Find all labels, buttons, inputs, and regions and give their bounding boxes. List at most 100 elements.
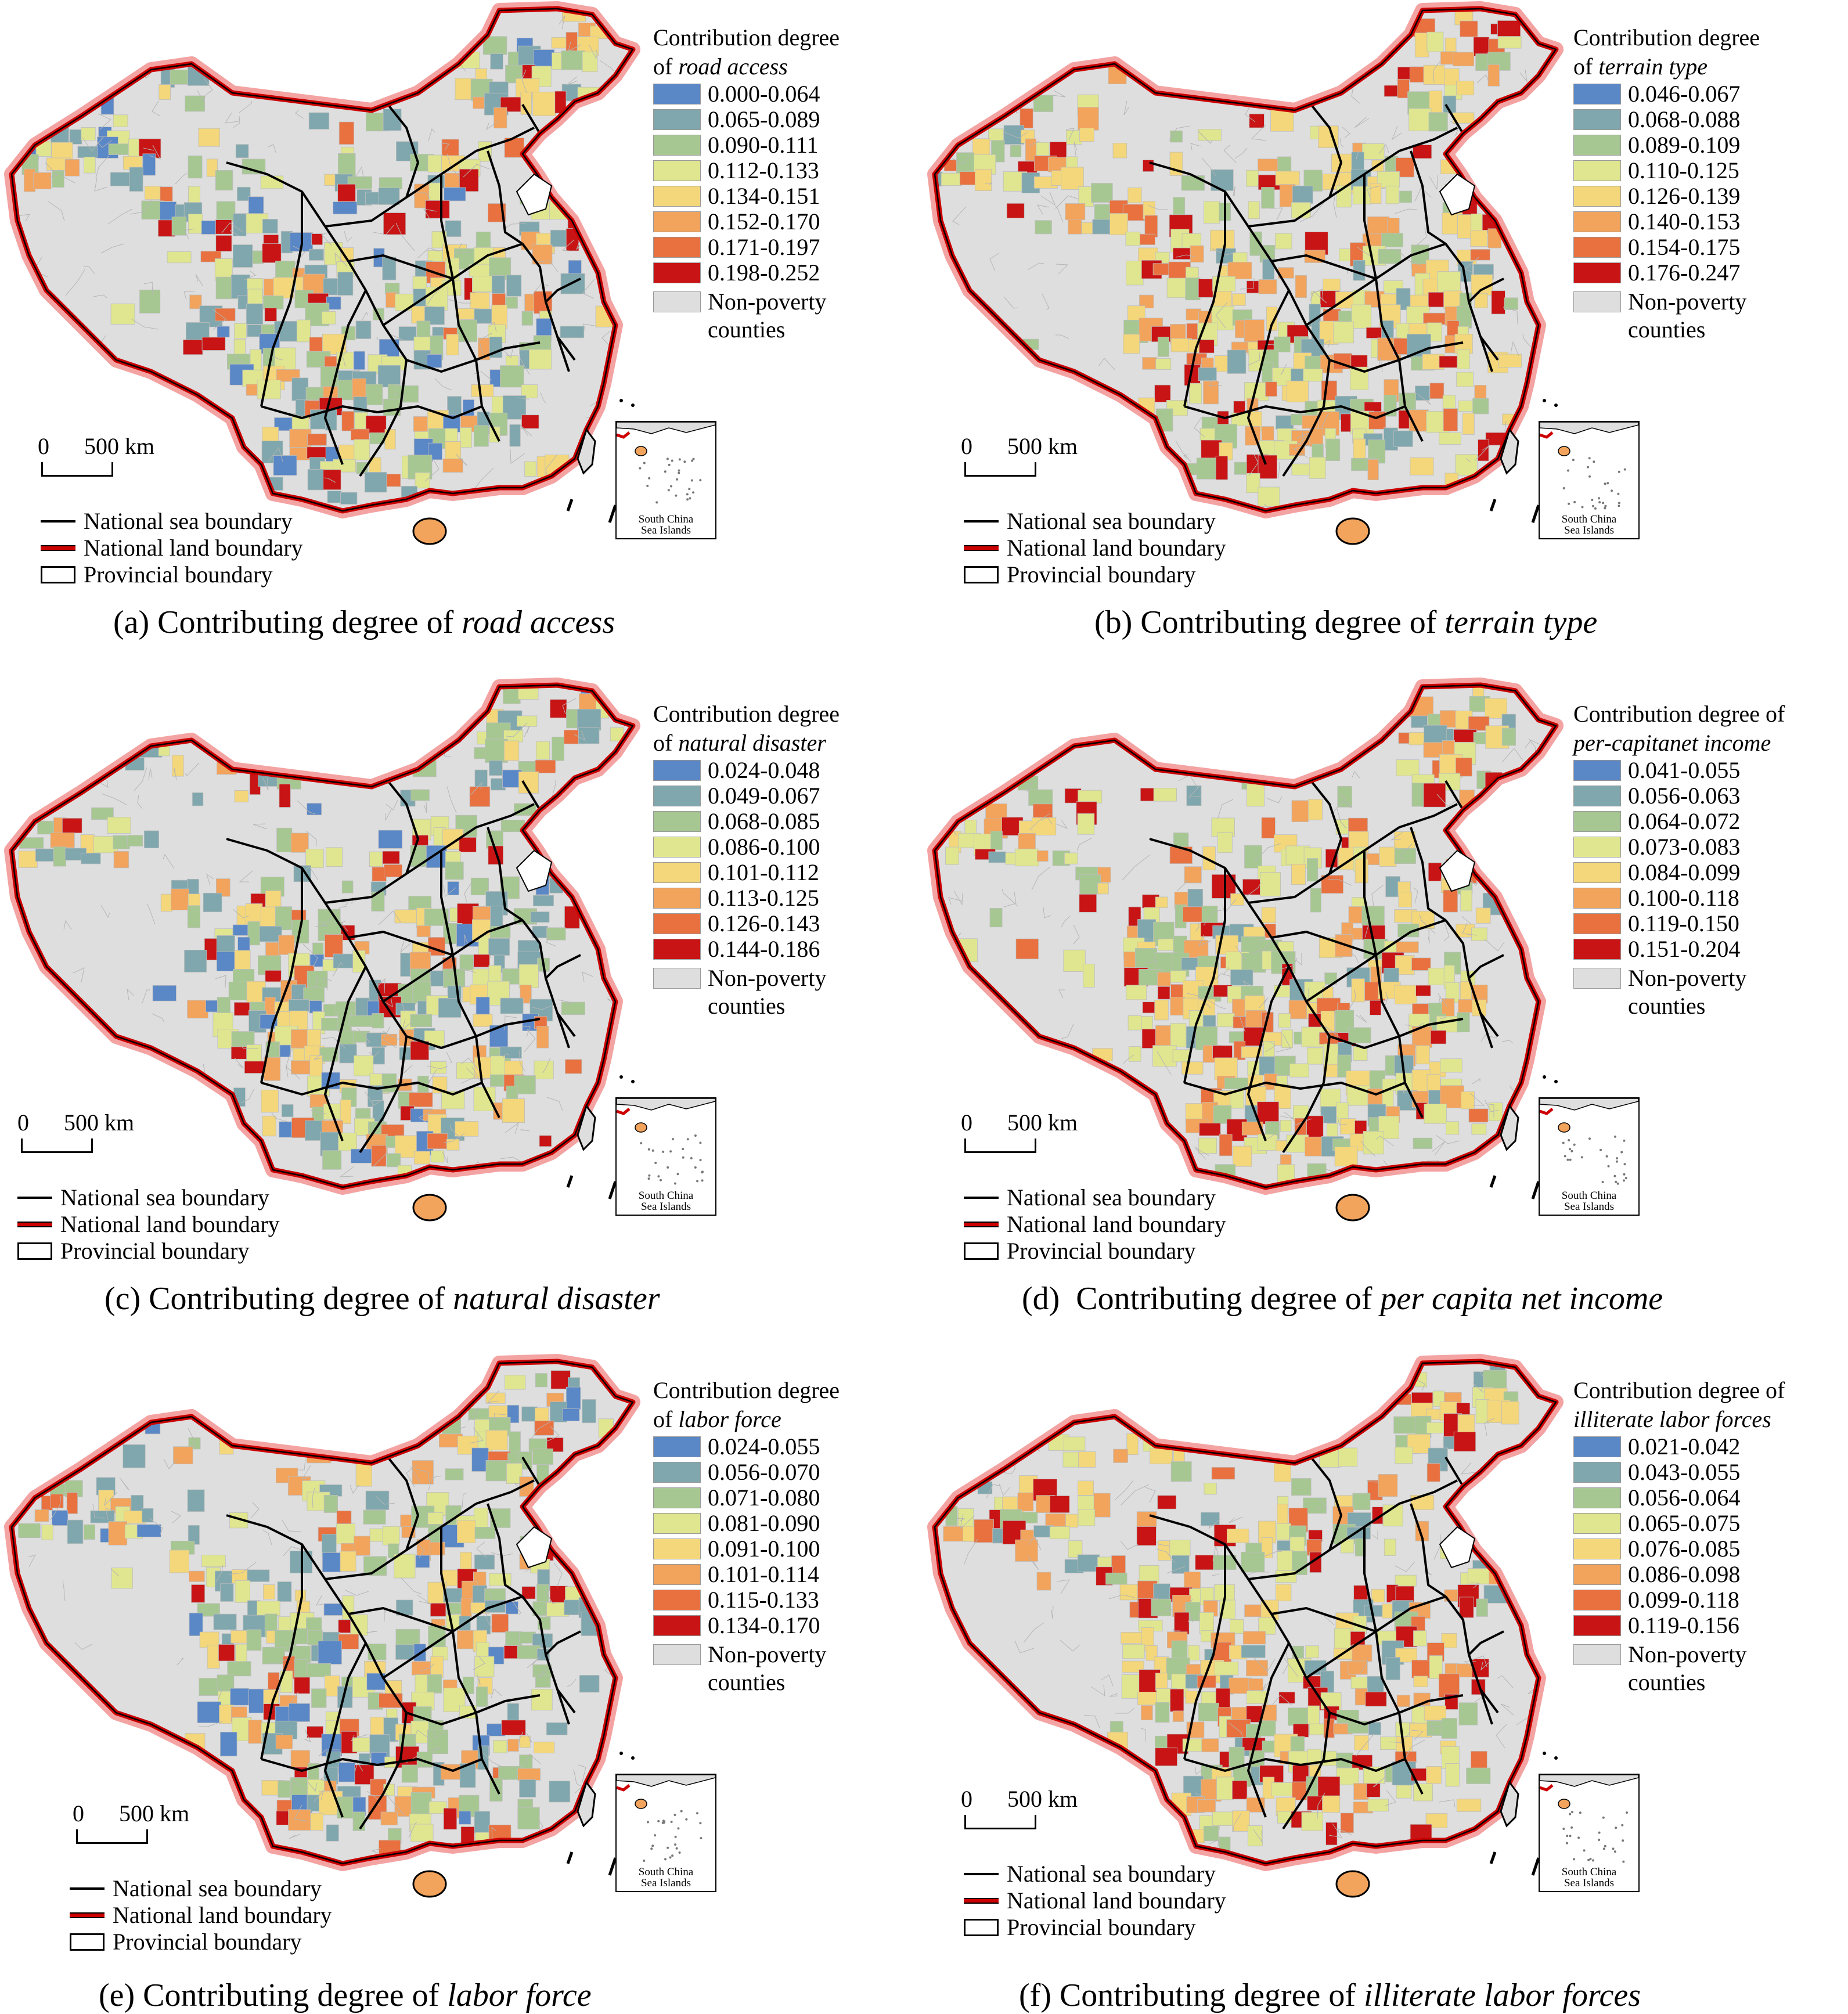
- legend: Contribution degree of road access 0.000-…: [653, 23, 840, 344]
- inset-island: [1602, 1847, 1605, 1850]
- county-cell: [535, 1407, 549, 1423]
- county-cell: [1364, 1605, 1385, 1617]
- county-border: [50, 1496, 62, 1521]
- county-cell: [111, 1567, 133, 1589]
- county-border: [244, 1405, 262, 1419]
- county-cell: [372, 1100, 384, 1122]
- legend-item: 0.065-0.075: [1573, 1511, 1785, 1536]
- county-border: [383, 1031, 401, 1040]
- legend-range-label: 0.126-0.139: [1628, 183, 1741, 209]
- county-border: [1156, 1548, 1176, 1563]
- national-land-boundary-core: [10, 1360, 634, 1865]
- county-border: [386, 799, 398, 810]
- inset-island: [682, 1156, 685, 1159]
- county-cell: [110, 303, 135, 325]
- county-border: [591, 1568, 600, 1580]
- county-cell: [81, 127, 96, 141]
- south-china-sea-inset: South China Sea Islands: [1539, 1774, 1640, 1892]
- caption-variable: illiterate labor forces: [1364, 1977, 1641, 2013]
- inset-island: [674, 1843, 677, 1846]
- map-panel-f: Contribution degree of illiterate labor …: [923, 1353, 1829, 2013]
- county-border: [557, 999, 573, 1006]
- county-cell: [237, 186, 251, 201]
- county-border: [464, 881, 473, 903]
- county-cell: [309, 248, 324, 261]
- county-border: [217, 1366, 232, 1372]
- inset-island: [667, 1166, 669, 1169]
- county-border: [408, 1822, 417, 1838]
- inset-island: [680, 1810, 683, 1813]
- county-cell: [427, 1730, 449, 1754]
- county-cell: [459, 1811, 471, 1825]
- county-cell: [1395, 1575, 1417, 1587]
- china-map: [927, 1354, 1581, 1898]
- county-border: [46, 1830, 52, 1843]
- county-cell: [1241, 1645, 1266, 1658]
- inset-island: [1588, 1137, 1591, 1140]
- county-border: [262, 777, 269, 791]
- county-cell: [1355, 859, 1368, 884]
- inset-island: [643, 462, 646, 464]
- inset-island: [1601, 1181, 1604, 1183]
- county-border: [1083, 1080, 1101, 1108]
- inset-island: [1598, 1831, 1601, 1834]
- county-cell: [1215, 456, 1229, 480]
- inset-island: [639, 467, 642, 470]
- county-cell: [482, 36, 507, 55]
- legend-swatch: [1573, 135, 1621, 156]
- inset-island: [1624, 1177, 1627, 1180]
- taiwan-island: [577, 1104, 596, 1151]
- county-cell: [291, 377, 309, 401]
- legend-swatch: [1573, 939, 1621, 960]
- county-border: [1042, 293, 1050, 310]
- legend-item: 0.101-0.112: [653, 860, 840, 885]
- island-dot: [1554, 1756, 1558, 1760]
- inset-island: [1588, 457, 1591, 460]
- county-cell: [172, 1446, 193, 1464]
- county-border: [197, 90, 206, 102]
- county-cell: [281, 1104, 294, 1118]
- county-border: [221, 1390, 233, 1402]
- inset-label: South China Sea Islands: [638, 513, 694, 536]
- inset-island: [669, 1856, 672, 1859]
- legend-item: 0.086-0.098: [1573, 1562, 1785, 1587]
- caption-prefix: (d) Contributing degree of: [1022, 1281, 1381, 1317]
- county-cell: [307, 469, 324, 491]
- county-border: [230, 230, 239, 236]
- inset-island: [678, 1851, 681, 1854]
- county-border: [310, 1109, 327, 1114]
- county-cell: [378, 830, 403, 849]
- legend-swatch: [1573, 160, 1621, 181]
- county-cell: [1010, 145, 1022, 157]
- county-cell: [1157, 1495, 1177, 1509]
- legend-swatch: [653, 811, 701, 832]
- county-cell: [1442, 740, 1455, 757]
- county-cell: [409, 1092, 433, 1107]
- county-border: [517, 397, 529, 400]
- scale-bar: 0 500 km: [961, 433, 1078, 477]
- county-border: [323, 977, 333, 990]
- county-border: [1096, 488, 1104, 510]
- county-border: [527, 1656, 541, 1669]
- county-border: [30, 1695, 37, 1707]
- county-cell: [383, 109, 402, 131]
- county-cell: [1242, 1631, 1266, 1645]
- county-cell: [218, 1644, 235, 1662]
- county-cell: [1270, 109, 1294, 132]
- county-cell: [350, 1015, 374, 1027]
- provincial-boundary: [1271, 254, 1377, 280]
- county-cell: [438, 998, 462, 1018]
- county-cell: [378, 188, 400, 205]
- county-cell: [1334, 1628, 1352, 1652]
- county-border: [334, 252, 348, 267]
- county-border: [1211, 1573, 1219, 1576]
- inset-island: [677, 1827, 680, 1830]
- county-cell: [1398, 892, 1413, 907]
- legend-item: 0.090-0.111: [653, 132, 840, 158]
- county-border: [1309, 1378, 1321, 1382]
- legend-item: 0.171-0.197: [653, 235, 840, 260]
- county-border: [1429, 175, 1438, 190]
- county-cell: [1181, 175, 1205, 191]
- county-cell: [1396, 1695, 1410, 1707]
- county-cell: [294, 1677, 311, 1694]
